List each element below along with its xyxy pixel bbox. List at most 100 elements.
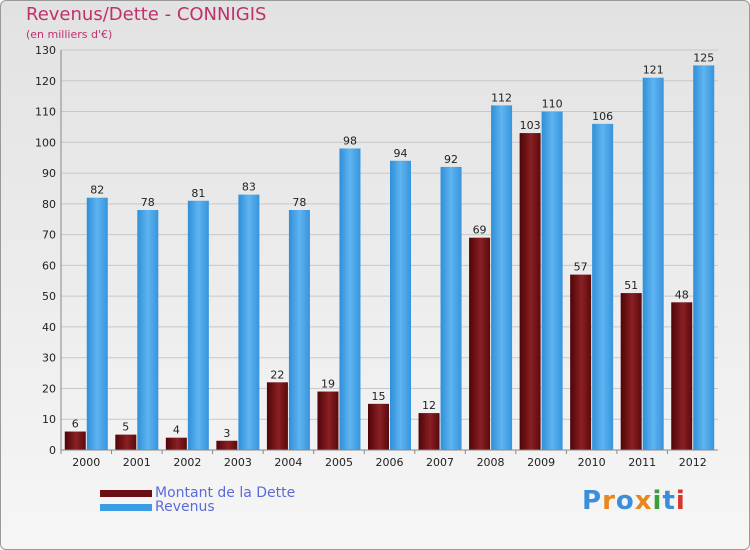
y-tick-label: 100 — [35, 136, 56, 149]
data-label: 83 — [242, 181, 256, 194]
x-tick-label: 2006 — [376, 456, 404, 469]
bar-dette — [216, 440, 238, 450]
legend-swatch-dette — [100, 489, 152, 497]
x-tick-label: 2010 — [578, 456, 606, 469]
data-label: 78 — [141, 196, 155, 209]
data-label: 4 — [173, 424, 180, 437]
bar-dette — [64, 431, 86, 450]
data-label: 3 — [223, 427, 230, 440]
data-label: 78 — [292, 196, 306, 209]
bar-revenus — [592, 123, 614, 450]
x-tick-label: 2002 — [173, 456, 201, 469]
data-label: 69 — [473, 224, 487, 237]
y-tick-label: 120 — [35, 75, 56, 88]
bar-dette — [620, 293, 642, 450]
bar-revenus — [491, 105, 513, 450]
proxiti-logo: Proxiti — [582, 486, 686, 516]
bar-revenus — [541, 111, 563, 451]
x-tick-label: 2009 — [527, 456, 555, 469]
legend: Montant de la Dette Revenus — [100, 486, 295, 514]
bar-dette — [570, 274, 592, 450]
bar-revenus — [642, 77, 664, 450]
data-label: 92 — [444, 153, 458, 166]
y-tick-label: 130 — [35, 44, 56, 57]
axes: 0 10 20 30 40 50 60 70 80 90 100 110 120 130 2000 2001 2… — [35, 44, 718, 469]
data-label: 15 — [372, 390, 386, 403]
bar-dette — [519, 133, 541, 451]
data-label: 57 — [574, 261, 588, 274]
legend-item-revenus: Revenus — [100, 500, 295, 514]
bar-dette — [368, 403, 389, 450]
y-tick-label: 0 — [49, 444, 56, 457]
chart-title: Revenus/Dette - CONNIGIS — [26, 4, 267, 25]
x-tick-label: 2001 — [123, 456, 151, 469]
x-tick-label: 2011 — [628, 456, 656, 469]
data-label: 12 — [422, 399, 436, 412]
bar-dette — [115, 434, 137, 450]
logo-letter: o — [615, 486, 635, 516]
data-label: 48 — [675, 288, 689, 301]
y-tick-label: 60 — [42, 259, 56, 272]
bar-revenus — [693, 65, 715, 450]
x-tick-label: 2004 — [274, 456, 302, 469]
y-tick-label: 90 — [42, 167, 56, 180]
chart-subtitle: (en milliers d'€) — [26, 28, 113, 41]
x-tick-label: 2008 — [477, 456, 505, 469]
data-label: 112 — [491, 91, 512, 104]
bar-dette — [469, 237, 491, 450]
bar-dette — [671, 302, 693, 450]
bar-dette — [266, 382, 288, 450]
data-label: 6 — [72, 418, 79, 431]
legend-item-dette: Montant de la Dette — [100, 486, 295, 500]
x-tick-label: 2003 — [224, 456, 252, 469]
y-tick-label: 80 — [42, 198, 56, 211]
data-label: 19 — [321, 378, 335, 391]
data-label: 110 — [542, 98, 563, 111]
legend-label-dette: Montant de la Dette — [155, 485, 296, 501]
x-tick-label: 2005 — [325, 456, 353, 469]
data-label: 5 — [122, 421, 129, 434]
logo-letter: t — [662, 486, 676, 516]
bar-revenus — [440, 166, 462, 450]
legend-swatch-revenus — [100, 503, 152, 511]
logo-letter: P — [582, 486, 603, 516]
bar-revenus — [238, 194, 260, 450]
y-tick-label: 10 — [42, 413, 56, 426]
bar-revenus — [288, 210, 310, 450]
data-label: 82 — [90, 184, 104, 197]
x-tick-label: 2007 — [426, 456, 454, 469]
y-tick-label: 110 — [35, 106, 56, 119]
grid-lines — [61, 49, 718, 451]
y-tick-label: 50 — [42, 290, 56, 303]
y-tick-label: 20 — [42, 382, 56, 395]
bar-revenus — [339, 148, 361, 450]
y-tick-label: 30 — [42, 352, 56, 365]
data-label: 121 — [643, 64, 664, 77]
bar-dette — [418, 413, 440, 450]
data-label: 98 — [343, 134, 357, 147]
data-label: 51 — [624, 279, 638, 292]
bar-revenus — [390, 160, 411, 450]
logo-letter: i — [652, 486, 663, 516]
x-tick-label: 2012 — [679, 456, 707, 469]
logo-letter: x — [634, 486, 653, 516]
bar-revenus — [86, 197, 108, 450]
legend-label-revenus: Revenus — [155, 499, 215, 515]
bar-revenus — [137, 210, 159, 450]
data-label: 81 — [191, 187, 205, 200]
y-tick-label: 70 — [42, 229, 56, 242]
data-label: 94 — [394, 147, 408, 160]
logo-letter: i — [675, 486, 686, 516]
data-label: 103 — [520, 119, 541, 132]
bar-dette — [165, 437, 187, 450]
x-tick-label: 2000 — [72, 456, 100, 469]
bar-dette — [317, 391, 339, 450]
data-label: 106 — [592, 110, 613, 123]
data-label: 22 — [270, 368, 284, 381]
data-label: 125 — [693, 51, 714, 64]
logo-letter: r — [602, 486, 616, 516]
bar-revenus — [187, 200, 209, 450]
